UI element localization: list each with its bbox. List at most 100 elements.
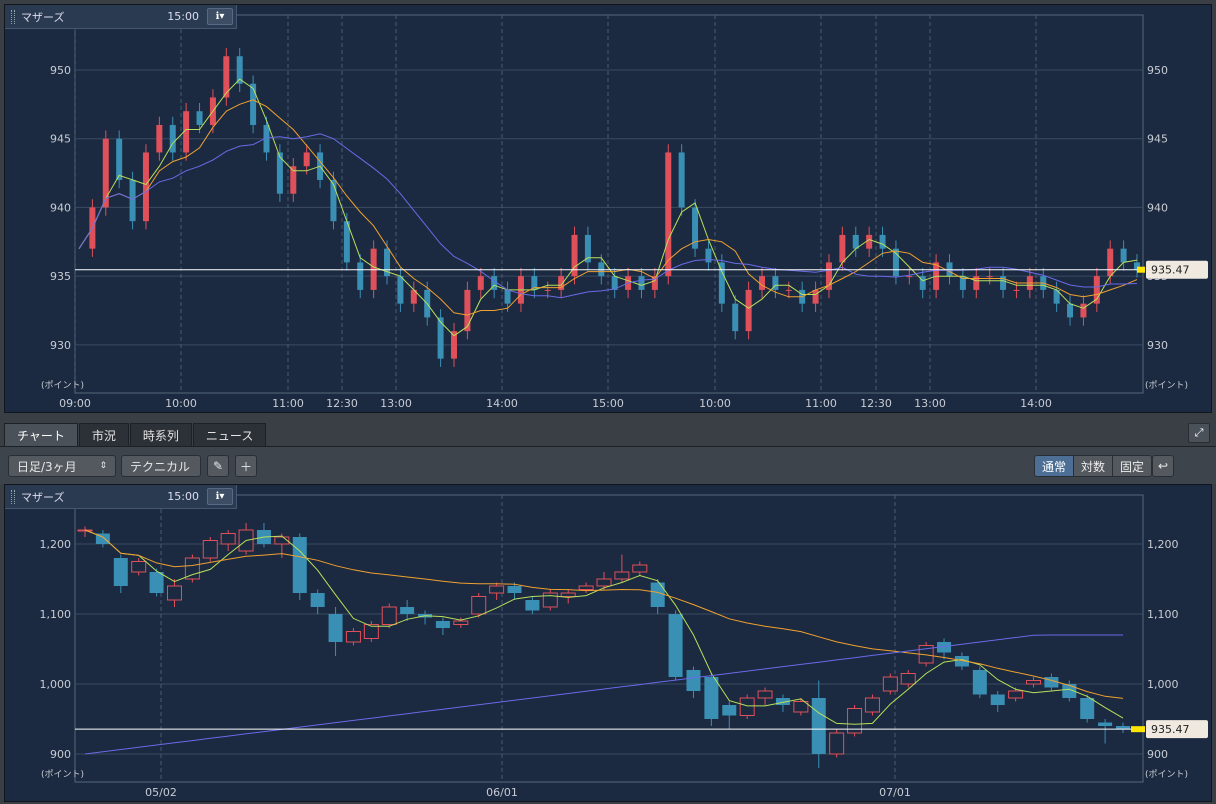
candle-body bbox=[1107, 248, 1114, 277]
x-tick-label: 12:30 bbox=[326, 397, 358, 410]
candle-body bbox=[471, 596, 487, 615]
candle-body bbox=[169, 124, 176, 153]
ma-short-line bbox=[78, 78, 1138, 337]
instrument-name: マザーズ bbox=[21, 490, 65, 504]
tab-chart[interactable]: チャート bbox=[4, 423, 78, 447]
candle-body bbox=[453, 620, 469, 625]
scale-normal-button[interactable]: 通常 bbox=[1035, 456, 1075, 476]
candle-body bbox=[986, 276, 993, 278]
candle-body bbox=[489, 585, 505, 594]
candle-body bbox=[847, 708, 863, 734]
candle-body bbox=[202, 540, 218, 559]
candle-body bbox=[95, 533, 110, 544]
candle-body bbox=[274, 536, 290, 545]
expand-icon[interactable]: ⤢ bbox=[1188, 423, 1210, 443]
candle-body bbox=[972, 670, 987, 695]
y-tick-label-left: 940 bbox=[50, 201, 71, 214]
candle-body bbox=[220, 533, 236, 545]
candle-body bbox=[866, 234, 873, 249]
x-tick-label: 11:00 bbox=[272, 397, 304, 410]
ma-mid-line bbox=[84, 529, 1124, 699]
candle-body bbox=[665, 152, 672, 277]
candle-body bbox=[596, 578, 612, 587]
y-tick-label-right: 1,200 bbox=[1147, 538, 1179, 551]
info-dropdown-icon[interactable]: ℹ▾ bbox=[207, 8, 233, 25]
candle-body bbox=[811, 698, 826, 754]
drag-handle-icon[interactable] bbox=[11, 9, 15, 24]
candle-body bbox=[937, 642, 952, 653]
candle-body bbox=[1080, 698, 1095, 719]
candle-body bbox=[450, 331, 457, 359]
technical-button[interactable]: テクニカル bbox=[121, 455, 201, 477]
tab-timeseries[interactable]: 時系列 bbox=[129, 423, 192, 447]
ma-long-line bbox=[84, 634, 1123, 755]
instrument-name: マザーズ bbox=[21, 10, 65, 24]
candle-body bbox=[544, 289, 551, 291]
x-tick-label: 07/01 bbox=[879, 786, 911, 799]
y-unit-label: (ポイント) bbox=[41, 380, 84, 391]
candle-body bbox=[732, 303, 739, 332]
chart-title-bar: マザーズ 15:00 ℹ▾ bbox=[5, 485, 237, 509]
candle-body bbox=[1008, 690, 1024, 699]
drag-handle-icon[interactable] bbox=[11, 489, 15, 504]
x-tick-label: 05/02 bbox=[145, 786, 177, 799]
candle-body bbox=[477, 276, 484, 290]
scale-log-button[interactable]: 対数 bbox=[1074, 456, 1114, 476]
candle-body bbox=[571, 234, 578, 277]
daily-chart[interactable]: 1,200 1,200 1,100 1,100 1,000 1,000 900 900 05/0… bbox=[5, 485, 1213, 803]
candle-body bbox=[864, 697, 880, 713]
candle-body bbox=[954, 656, 969, 667]
price-marker bbox=[1137, 266, 1145, 273]
pen-icon[interactable]: ✎ bbox=[207, 455, 229, 477]
x-tick-label: 13:00 bbox=[380, 397, 412, 410]
tab-market[interactable]: 市況 bbox=[78, 423, 129, 447]
y-tick-label-right: 950 bbox=[1147, 64, 1168, 77]
candle-body bbox=[1093, 276, 1100, 304]
candle-body bbox=[775, 698, 790, 705]
chart-time: 15:00 bbox=[167, 490, 199, 503]
candle-body bbox=[705, 248, 712, 263]
updown-chevron-icon: ⇕ bbox=[99, 461, 107, 471]
tab-news[interactable]: ニュース bbox=[192, 423, 267, 447]
y-unit-label: (ポイント) bbox=[1145, 769, 1188, 780]
price-label-box bbox=[1146, 720, 1208, 739]
candle-body bbox=[900, 673, 916, 685]
candle-body bbox=[292, 537, 307, 593]
x-tick-label: 06/01 bbox=[486, 786, 518, 799]
candle-body bbox=[196, 111, 203, 125]
candle-body bbox=[560, 592, 576, 597]
chart-toolbar: 日足/3ヶ月 ⇕ テクニカル ✎ ＋ 通常 対数 固定 ↩ bbox=[0, 447, 1216, 484]
candle-body bbox=[290, 166, 297, 194]
x-tick-label: 14:00 bbox=[1020, 397, 1052, 410]
candle-body bbox=[437, 317, 444, 359]
y-tick-label-right: 1,000 bbox=[1147, 678, 1179, 691]
intraday-chart-panel[interactable]: 95095094594594094093593593093009:0010:00… bbox=[4, 4, 1212, 413]
candle-body bbox=[328, 614, 343, 642]
candle-body bbox=[757, 690, 773, 699]
info-dropdown-icon[interactable]: ℹ▾ bbox=[207, 488, 233, 505]
candle-body bbox=[632, 564, 648, 573]
candle-body bbox=[491, 276, 498, 290]
candle-body bbox=[772, 276, 779, 290]
scale-fixed-button[interactable]: 固定 bbox=[1113, 456, 1152, 476]
y-tick-label-left: 1,200 bbox=[40, 538, 72, 551]
chart-time: 15:00 bbox=[167, 10, 199, 23]
plus-icon[interactable]: ＋ bbox=[235, 455, 257, 477]
candle-body bbox=[131, 561, 147, 573]
candle-body bbox=[435, 621, 450, 628]
candle-body bbox=[116, 138, 123, 180]
candle-body bbox=[614, 571, 630, 580]
candle-body bbox=[363, 624, 379, 639]
period-select[interactable]: 日足/3ヶ月 ⇕ bbox=[8, 455, 116, 477]
candle-body bbox=[149, 572, 164, 593]
undo-icon[interactable]: ↩ bbox=[1152, 455, 1174, 477]
candle-body bbox=[959, 276, 966, 290]
daily-chart-panel[interactable]: 1,200 1,200 1,100 1,100 1,000 1,000 900 900 05/0… bbox=[4, 484, 1212, 802]
candle-body bbox=[1067, 303, 1074, 318]
ma-short-line bbox=[84, 529, 1124, 725]
candle-body bbox=[303, 152, 310, 167]
intraday-chart[interactable]: 95095094594594094093593593093009:0010:00… bbox=[5, 5, 1213, 414]
candle-body bbox=[166, 585, 182, 601]
candle-body bbox=[310, 593, 325, 607]
x-tick-label: 13:00 bbox=[914, 397, 946, 410]
